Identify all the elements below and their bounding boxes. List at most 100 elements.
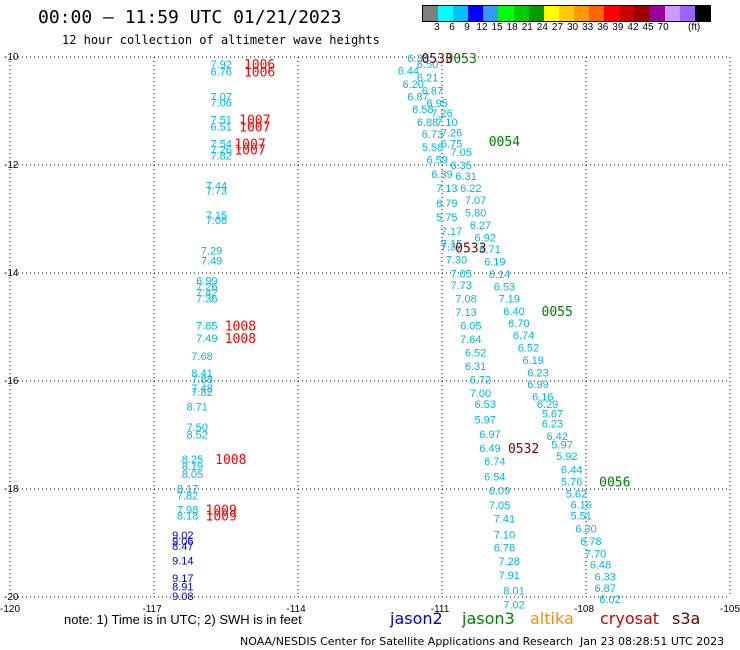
pass-time-label: 1008	[225, 332, 256, 347]
wave-height-label: 5.97	[551, 440, 572, 452]
legend-s3a: s3a	[672, 609, 701, 628]
wave-height-label: 6.30	[575, 523, 596, 535]
wave-height-label: 8.05	[182, 469, 203, 481]
wave-height-label: 6.21	[417, 73, 438, 85]
x-tick-label: -117	[142, 604, 162, 615]
color-swatch	[679, 6, 695, 21]
wave-height-label: 7.26	[431, 108, 452, 120]
wave-height-label: 9.02	[172, 530, 193, 542]
wave-height-label: 6.59	[426, 155, 447, 167]
color-swatch	[573, 6, 590, 21]
wave-height-label: 5.75	[436, 212, 457, 224]
wave-height-label: 6.49	[479, 443, 500, 455]
wave-height-label: 9.08	[172, 591, 193, 603]
wave-height-label: 7.17	[441, 226, 462, 238]
wave-height-label: 8.19	[182, 461, 203, 473]
wave-height-label: 7.82	[191, 387, 212, 399]
wave-height-label: 6.38	[407, 53, 428, 65]
wave-height-label: 7.41	[494, 514, 515, 526]
wave-height-label: 8.71	[186, 401, 207, 413]
color-scale-label: 3	[434, 22, 440, 33]
wave-height-label: 6.52	[465, 347, 486, 359]
wave-height-label: 6.19	[522, 355, 543, 367]
color-swatch	[423, 6, 439, 21]
wave-height-label: 7.49	[196, 333, 217, 345]
wave-height-label: 6.95	[426, 98, 447, 110]
color-swatch	[604, 6, 620, 21]
color-scale-label: 12	[476, 22, 488, 33]
wave-height-label: 7.15	[206, 210, 227, 222]
wave-height-label: 6.70	[508, 318, 529, 330]
color-swatch	[438, 6, 454, 21]
pass-time-label: 1007	[239, 121, 270, 136]
color-swatch	[543, 6, 559, 21]
wave-height-label: 7.82	[177, 490, 198, 502]
color-scale-label: 27	[551, 22, 564, 33]
wave-height-label: 6.87	[422, 85, 443, 97]
color-scale-label: 9	[464, 22, 470, 33]
y-tick-label: -12	[4, 160, 19, 171]
y-tick-label: -16	[4, 376, 19, 387]
wave-height-label: 6.97	[479, 429, 500, 441]
wave-height-label: 7.50	[186, 422, 207, 434]
legend-altika: altika	[530, 609, 574, 628]
color-scale-label: 6	[449, 22, 455, 33]
x-tick-label: -111	[431, 604, 450, 615]
pass-time-label: 1006	[244, 66, 275, 81]
wave-height-label: 6.53	[474, 399, 495, 411]
wave-height-label: 5.76	[561, 476, 582, 488]
wave-height-label: 7.15	[441, 238, 462, 250]
color-scale-label: 39	[612, 22, 624, 33]
wave-height-label: 6.39	[431, 169, 452, 181]
wave-height-label: 7.29	[201, 245, 222, 257]
color-swatch	[619, 6, 635, 21]
color-scale-label: 30	[567, 22, 579, 33]
wave-height-label: 7.26	[210, 144, 231, 156]
wave-height-label: 7.51	[210, 115, 231, 127]
wave-height-label: 7.85	[196, 320, 217, 332]
wave-height-label: 6.20	[402, 79, 423, 91]
wave-height-label: 8.01	[503, 586, 524, 598]
wave-height-label: 7.49	[201, 256, 222, 268]
color-scale-label: 70	[657, 22, 669, 33]
y-tick-label: -18	[4, 484, 19, 495]
wave-height-label: 5.51	[570, 510, 591, 522]
wave-height-label: 7.92	[210, 59, 231, 71]
wave-height-label: 6.87	[407, 91, 428, 103]
wave-height-label: 8.18	[177, 510, 198, 522]
wave-height-label: 7.44	[206, 181, 227, 193]
wave-height-label: 8.91	[172, 582, 193, 594]
wave-height-label: 7.26	[441, 128, 462, 140]
y-tick-label: -10	[4, 52, 19, 63]
wave-height-label: 7.54	[210, 138, 231, 150]
wave-height-label: 7.10	[494, 529, 515, 541]
wave-height-label: 7.08	[455, 293, 476, 305]
wave-height-label: 8.17	[177, 483, 198, 495]
wave-height-label: 7.13	[455, 307, 476, 319]
y-tick-label: -20	[4, 592, 19, 603]
wave-height-label: 5.80	[465, 208, 486, 220]
wave-height-label: 7.88	[191, 374, 212, 386]
wave-height-label: 6.44	[398, 66, 419, 78]
y-tick-label: -14	[4, 268, 19, 279]
wave-height-label: 7.05	[450, 147, 471, 159]
wave-height-label: 7.07	[210, 91, 231, 103]
wave-height-label: 8.52	[186, 429, 207, 441]
x-tick-label: -108	[574, 604, 594, 615]
wave-height-label: 6.53	[494, 282, 515, 294]
color-swatch	[513, 6, 529, 21]
wave-height-label: 8.47	[172, 541, 193, 553]
wave-height-label: 6.74	[484, 456, 505, 468]
x-tick-label: -105	[720, 604, 740, 615]
wave-height-label: 7.13	[436, 183, 457, 195]
wave-height-label: 6.76	[210, 67, 231, 79]
wave-height-label: 7.28	[498, 556, 519, 568]
wave-height-label: 6.92	[474, 232, 495, 244]
wave-height-label: 7.06	[210, 97, 231, 109]
color-swatch	[528, 6, 544, 21]
wave-height-label: 7.64	[460, 334, 481, 346]
wave-height-label: 6.78	[580, 536, 601, 548]
wave-height-label: 9.17	[172, 573, 193, 585]
wave-height-label: 7.68	[191, 351, 212, 363]
color-swatch	[558, 6, 574, 21]
